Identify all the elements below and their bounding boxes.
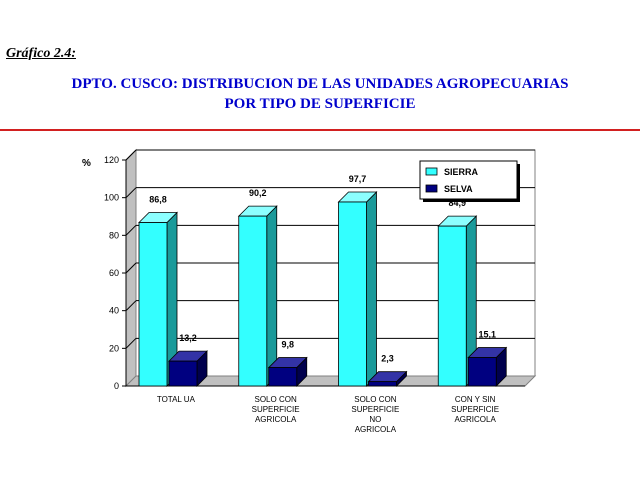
data-label: 84,9 [448, 198, 466, 208]
bar-selva [367, 370, 408, 387]
x-tick-label: AGRICOLA [355, 425, 397, 434]
x-tick-label: SOLO CON [354, 395, 396, 404]
x-tick-label: NO [369, 415, 381, 424]
bar-front [437, 225, 467, 387]
grid-line-depth [125, 262, 137, 274]
bar-selva [267, 356, 308, 387]
bar-sierra [337, 191, 378, 387]
bar-front [168, 360, 198, 387]
y-tick-label: 100 [104, 193, 119, 203]
grid-line-depth [125, 337, 137, 349]
y-tick-label: 60 [109, 268, 119, 278]
bar-front [338, 201, 367, 387]
bar-selva [467, 346, 508, 387]
y-tick-label: 80 [109, 230, 119, 240]
x-tick-label: SUPERFICIE [451, 405, 499, 414]
figure-label: Gráfico 2.4: [6, 46, 76, 61]
bar-side [366, 191, 377, 387]
data-label: 2,3 [381, 354, 394, 364]
x-tick-label: SUPERFICIE [351, 405, 399, 414]
y-tick-label: 120 [104, 155, 119, 165]
grid-line-depth [125, 224, 137, 236]
title-line-2: POR TIPO DE SUPERFICIE [224, 96, 416, 112]
x-tick-label: CON Y SIN [455, 395, 496, 404]
bars [138, 191, 508, 387]
grid-line-depth [125, 300, 137, 312]
y-tick-label: 0 [114, 381, 119, 391]
x-tick-label: SUPERFICIE [252, 405, 300, 414]
legend-swatch-selva [425, 184, 438, 193]
title-line-1: DPTO. CUSCO: DISTRIBUCION DE LAS UNIDADE… [71, 76, 569, 92]
legend: SIERRA SELVA [419, 160, 520, 202]
x-tick-label: SOLO CON [255, 395, 297, 404]
page-title: DPTO. CUSCO: DISTRIBUCION DE LAS UNIDADE… [0, 74, 640, 114]
data-label: 90,2 [249, 188, 267, 198]
data-label: 15,1 [478, 330, 496, 340]
data-label: 97,7 [349, 174, 367, 184]
bar-side [266, 205, 278, 387]
data-labels: 86,8 13,2 90,2 9,8 97,7 2,3 84,9 15,1 [149, 174, 496, 364]
data-label: 9,8 [281, 340, 294, 350]
bar-sierra [437, 215, 478, 387]
x-tick-label: AGRICOLA [454, 415, 496, 424]
data-label: 13,2 [179, 333, 197, 343]
y-tick-label: 40 [109, 306, 119, 316]
bar-front [268, 367, 298, 387]
grid-line-depth [125, 149, 137, 161]
legend-swatch-sierra [425, 167, 438, 176]
data-label: 86,8 [149, 195, 167, 205]
x-tick-label: TOTAL UA [157, 395, 196, 404]
grid-line-depth [125, 187, 137, 199]
legend-label-selva: SELVA [444, 184, 473, 194]
legend-label-sierra: SIERRA [444, 167, 479, 177]
bar-front [467, 357, 497, 387]
x-tick-label: AGRICOLA [255, 415, 297, 424]
divider-line [0, 129, 640, 131]
bar-front [138, 222, 168, 387]
bar-sierra [237, 205, 278, 387]
y-tick-label: 20 [109, 343, 119, 353]
y-axis-label: % [82, 158, 91, 169]
bar-front [238, 215, 268, 387]
bar-selva [168, 350, 208, 387]
legend-box [419, 160, 518, 200]
bar-front [368, 381, 397, 387]
